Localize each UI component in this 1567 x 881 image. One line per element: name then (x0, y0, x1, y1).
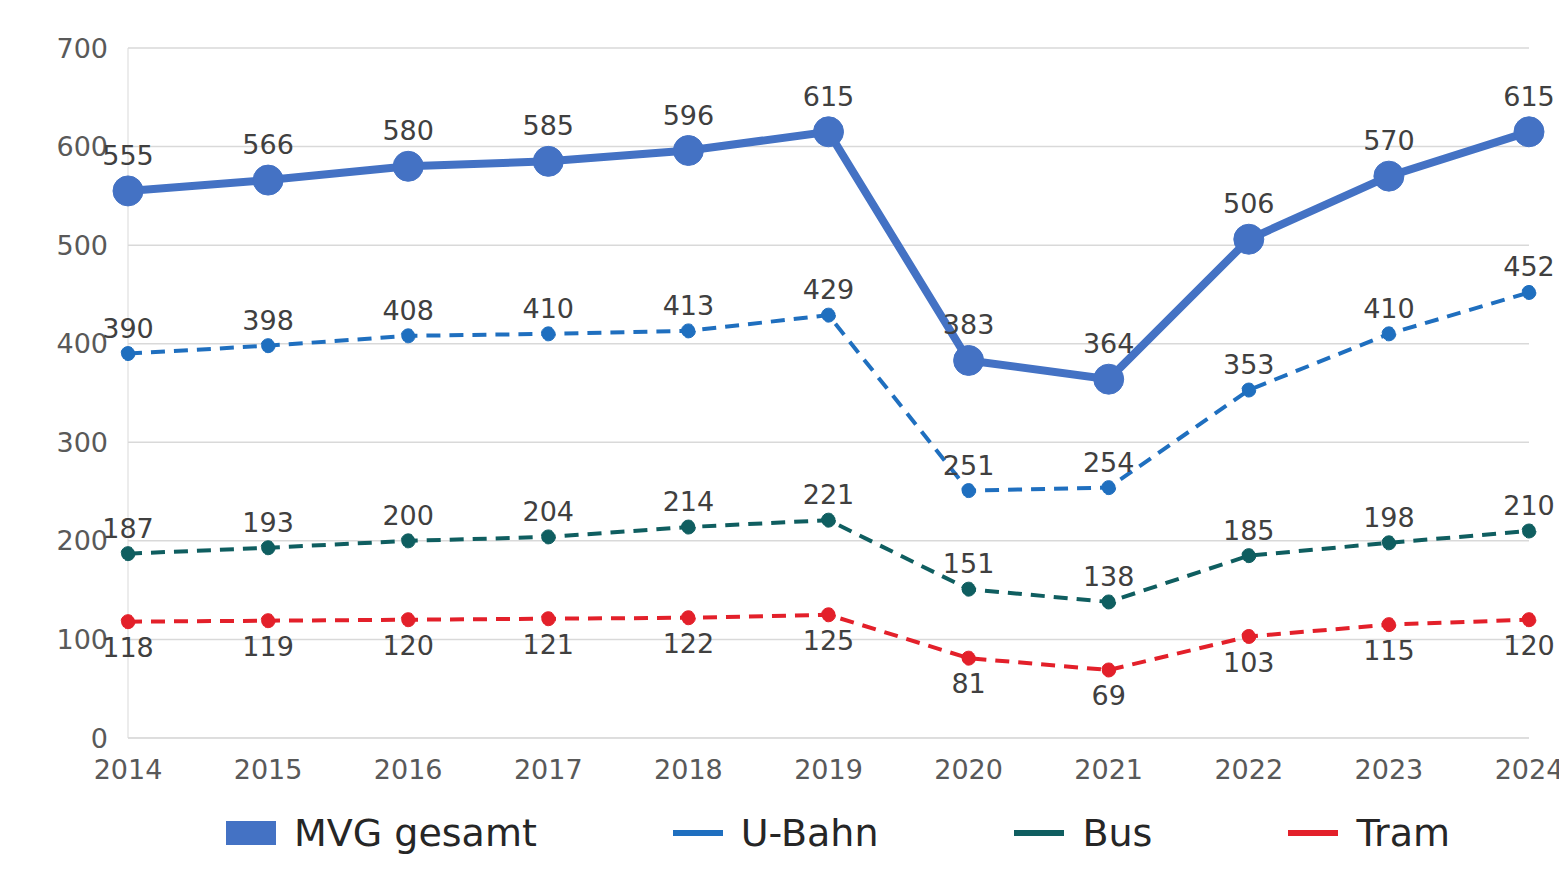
svg-text:200: 200 (56, 525, 108, 556)
svg-text:2021: 2021 (1074, 754, 1143, 785)
svg-text:585: 585 (523, 110, 575, 141)
svg-text:506: 506 (1223, 188, 1275, 219)
html-text:U-Bahn: U-Bahn (740, 811, 879, 855)
svg-text:251: 251 (943, 450, 995, 481)
svg-text:121: 121 (523, 629, 575, 660)
svg-text:2024: 2024 (1495, 754, 1559, 785)
svg-text:364: 364 (1083, 328, 1135, 359)
svg-text:300: 300 (56, 427, 108, 458)
html-text:Bus: Bus (1082, 811, 1153, 855)
svg-text:120: 120 (382, 630, 434, 661)
svg-text:2022: 2022 (1214, 754, 1283, 785)
svg-text:198: 198 (1363, 502, 1415, 533)
svg-text:0: 0 (91, 723, 108, 754)
svg-text:100: 100 (56, 624, 108, 655)
svg-text:122: 122 (663, 628, 715, 659)
svg-text:125: 125 (803, 625, 855, 656)
svg-text:615: 615 (1503, 81, 1555, 112)
svg-text:118: 118 (102, 632, 154, 663)
svg-text:2016: 2016 (374, 754, 443, 785)
svg-text:221: 221 (803, 479, 855, 510)
svg-text:2023: 2023 (1355, 754, 1424, 785)
svg-text:700: 700 (56, 33, 108, 64)
svg-text:103: 103 (1223, 647, 1275, 678)
svg-text:566: 566 (242, 129, 294, 160)
html-text:MVG gesamt: MVG gesamt (294, 811, 537, 855)
svg-text:2019: 2019 (794, 754, 863, 785)
svg-text:69: 69 (1092, 680, 1126, 711)
svg-text:151: 151 (943, 548, 995, 579)
svg-text:452: 452 (1503, 251, 1555, 282)
svg-text:193: 193 (242, 507, 294, 538)
svg-text:115: 115 (1363, 635, 1415, 666)
svg-text:429: 429 (803, 274, 855, 305)
svg-text:119: 119 (242, 631, 294, 662)
svg-text:254: 254 (1083, 447, 1135, 478)
svg-text:81: 81 (951, 668, 985, 699)
html-text:Tram: Tram (1356, 811, 1450, 855)
svg-text:615: 615 (803, 81, 855, 112)
svg-text:500: 500 (56, 230, 108, 261)
svg-text:2014: 2014 (94, 754, 163, 785)
svg-text:596: 596 (663, 100, 715, 131)
svg-text:2018: 2018 (654, 754, 723, 785)
svg-text:185: 185 (1223, 515, 1275, 546)
svg-text:580: 580 (382, 115, 434, 146)
svg-text:400: 400 (56, 328, 108, 359)
svg-text:2017: 2017 (514, 754, 583, 785)
svg-text:2020: 2020 (934, 754, 1003, 785)
svg-text:408: 408 (382, 295, 434, 326)
svg-text:398: 398 (242, 305, 294, 336)
svg-text:138: 138 (1083, 561, 1135, 592)
svg-text:413: 413 (663, 290, 715, 321)
svg-text:2015: 2015 (234, 754, 303, 785)
svg-text:214: 214 (663, 486, 715, 517)
svg-text:204: 204 (523, 496, 575, 527)
svg-text:200: 200 (382, 500, 434, 531)
svg-text:353: 353 (1223, 349, 1275, 380)
svg-text:410: 410 (1363, 293, 1415, 324)
svg-text:187: 187 (102, 513, 154, 544)
svg-text:555: 555 (102, 140, 154, 171)
svg-text:570: 570 (1363, 125, 1415, 156)
svg-text:210: 210 (1503, 490, 1555, 521)
svg-text:410: 410 (523, 293, 575, 324)
svg-text:600: 600 (56, 131, 108, 162)
svg-text:120: 120 (1503, 630, 1555, 661)
svg-text:390: 390 (102, 313, 154, 344)
svg-text:383: 383 (943, 309, 995, 340)
